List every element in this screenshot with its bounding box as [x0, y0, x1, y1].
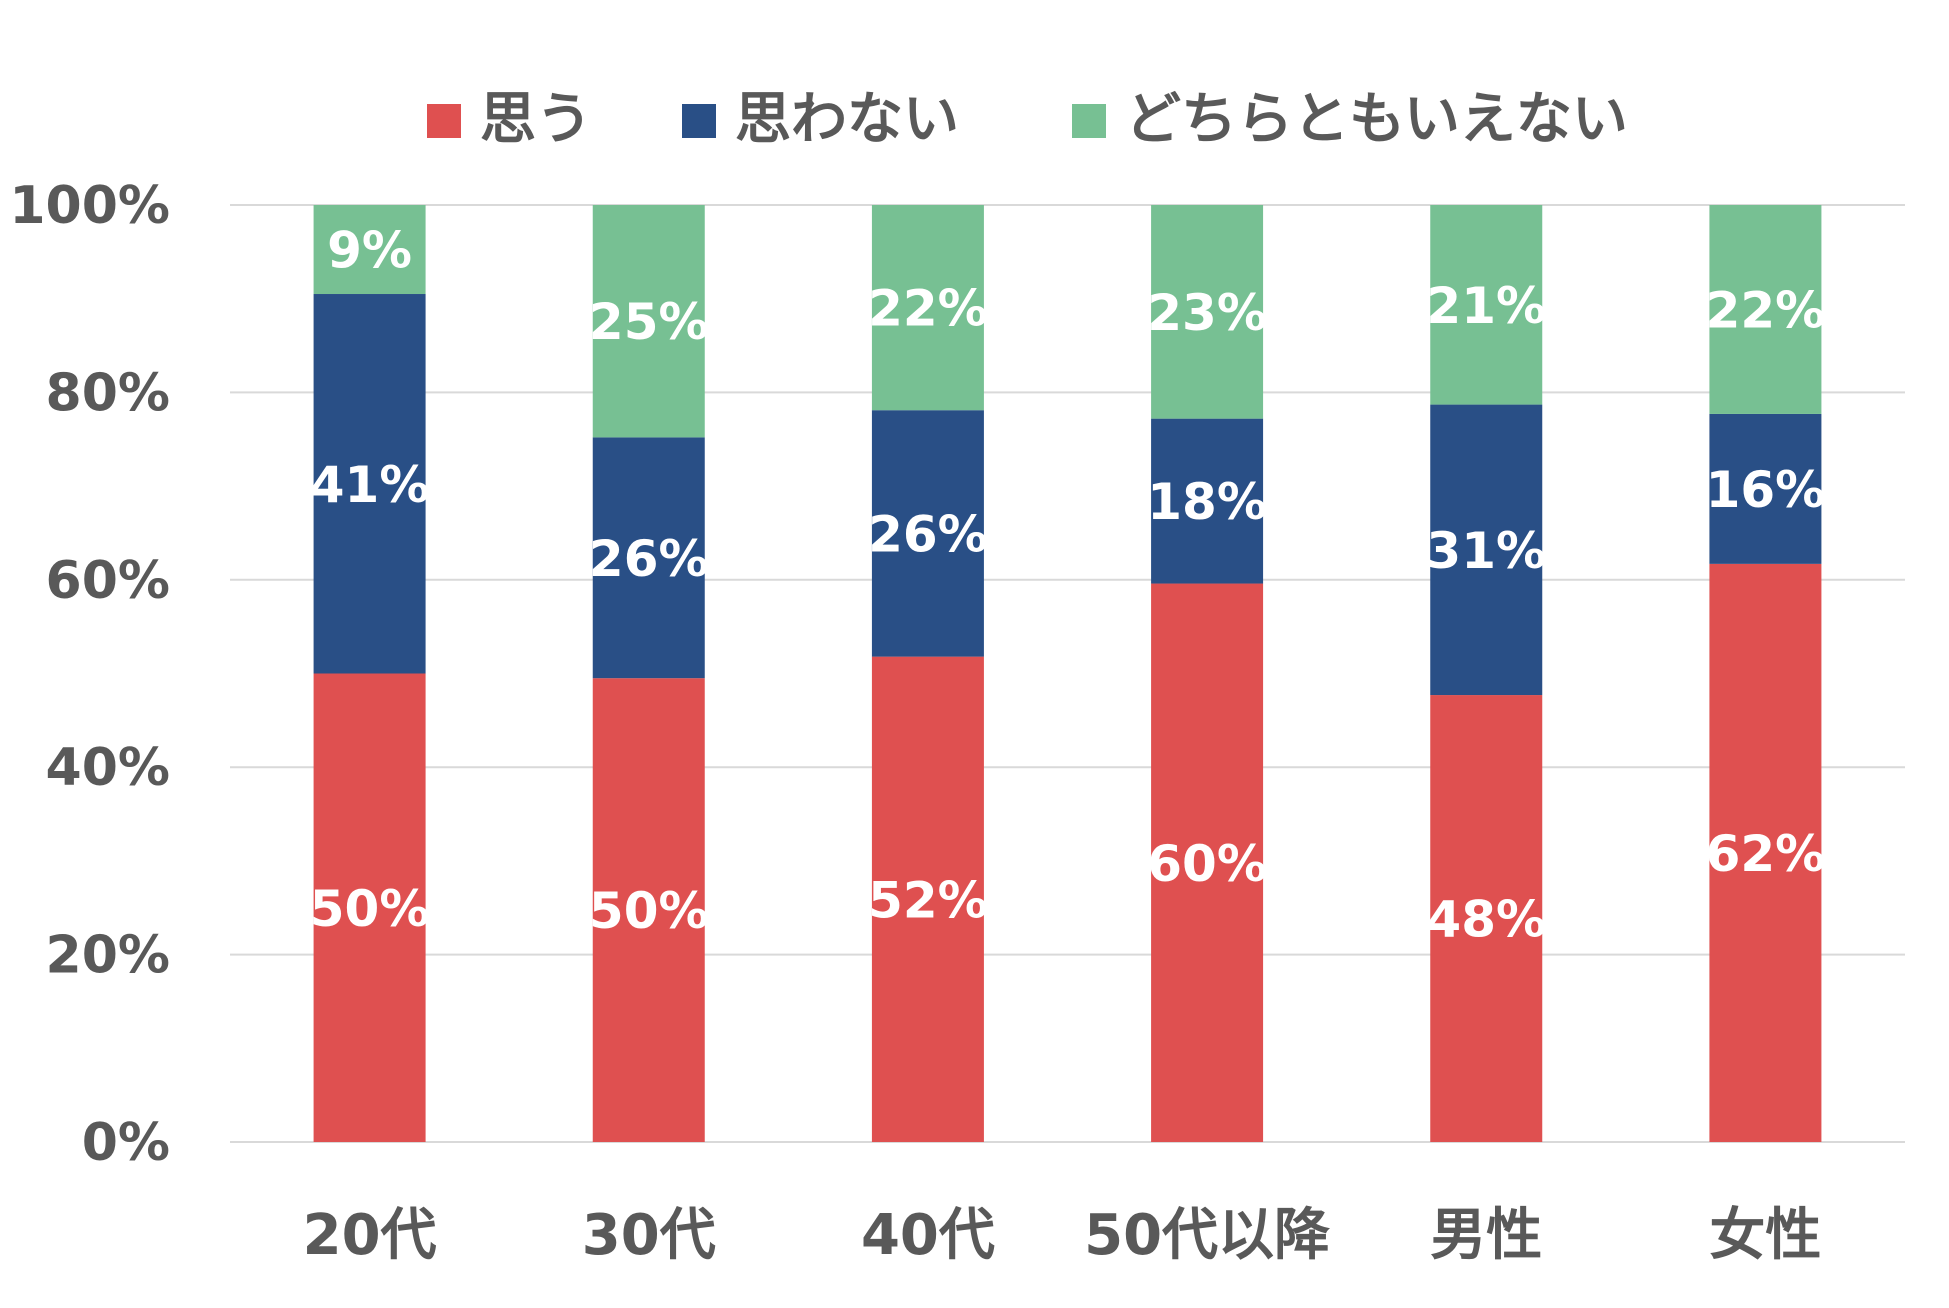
- data-label-disagree-2: 26%: [868, 505, 988, 563]
- data-label-disagree-4: 31%: [1426, 522, 1546, 580]
- data-label-neutral-4: 21%: [1426, 277, 1546, 335]
- bar-neutral-2: [871, 205, 984, 411]
- data-label-neutral-3: 23%: [1147, 284, 1267, 342]
- data-label-neutral-0: 9%: [327, 222, 412, 280]
- data-label-agree-0: 50%: [310, 880, 430, 938]
- data-label-agree-5: 62%: [1706, 825, 1826, 883]
- y-tick-label: 0%: [82, 1113, 170, 1173]
- bar-agree-5: [1709, 563, 1822, 1142]
- data-label-agree-1: 50%: [589, 882, 709, 940]
- bar-agree-3: [1151, 583, 1264, 1142]
- legend-label-neutral: どちらともいえない: [1125, 87, 1628, 152]
- bar-agree-0: [313, 673, 426, 1142]
- bar-neutral-1: [592, 205, 705, 438]
- data-label-agree-2: 52%: [868, 871, 988, 929]
- y-tick-label: 80%: [46, 363, 170, 423]
- data-label-neutral-5: 22%: [1706, 281, 1826, 339]
- bar-disagree-5: [1709, 413, 1822, 564]
- legend-swatch-agree: [427, 104, 461, 138]
- y-tick-label: 40%: [46, 738, 170, 798]
- data-label-agree-3: 60%: [1147, 835, 1267, 893]
- legend-swatch-neutral: [1072, 104, 1106, 138]
- bar-neutral-5: [1709, 205, 1822, 414]
- bar-disagree-0: [313, 294, 426, 674]
- x-category-label: 50代以降: [1084, 1203, 1330, 1268]
- data-label-neutral-2: 22%: [868, 280, 988, 338]
- data-label-disagree-5: 16%: [1706, 461, 1826, 519]
- data-label-neutral-1: 25%: [589, 293, 709, 351]
- x-axis: 20代 30代 40代 50代以降 男性 女性: [303, 1203, 1822, 1268]
- x-category-label: 40代: [861, 1203, 995, 1268]
- bar-disagree-4: [1430, 404, 1543, 696]
- legend-swatch-disagree: [682, 104, 716, 138]
- y-tick-label: 60%: [46, 551, 170, 611]
- y-tick-label: 20%: [46, 926, 170, 986]
- legend-label-disagree: 思わない: [735, 87, 959, 152]
- x-category-label: 30代: [582, 1203, 716, 1268]
- bars: [313, 205, 1822, 1142]
- bar-disagree-3: [1151, 418, 1264, 584]
- bar-neutral-0: [313, 205, 426, 295]
- x-category-label: 女性: [1709, 1203, 1821, 1268]
- gridlines: [230, 204, 1905, 1143]
- legend-label-agree: 思う: [480, 87, 592, 152]
- y-tick-label: 100%: [9, 176, 170, 236]
- bar-agree-1: [592, 678, 705, 1142]
- data-label-agree-4: 48%: [1426, 891, 1546, 949]
- bar-neutral-4: [1430, 205, 1543, 405]
- bar-disagree-2: [871, 410, 984, 657]
- bar-agree-4: [1430, 695, 1543, 1142]
- bar-agree-2: [871, 656, 984, 1142]
- legend: 思う 思わない どちらともいえない: [427, 87, 1628, 152]
- data-label-disagree-1: 26%: [589, 530, 709, 588]
- x-category-label: 男性: [1430, 1203, 1542, 1268]
- x-category-label: 20代: [303, 1203, 437, 1268]
- y-axis: 0% 20% 40% 60% 80% 100%: [9, 176, 170, 1173]
- data-labels: 50% 41% 9% 50% 26% 25% 52% 26% 22% 60% 18% 23% 48% 31…: [310, 222, 1826, 949]
- bar-neutral-3: [1151, 205, 1264, 419]
- data-label-disagree-0: 41%: [310, 456, 430, 514]
- bar-disagree-1: [592, 437, 705, 679]
- data-label-disagree-3: 18%: [1147, 473, 1267, 531]
